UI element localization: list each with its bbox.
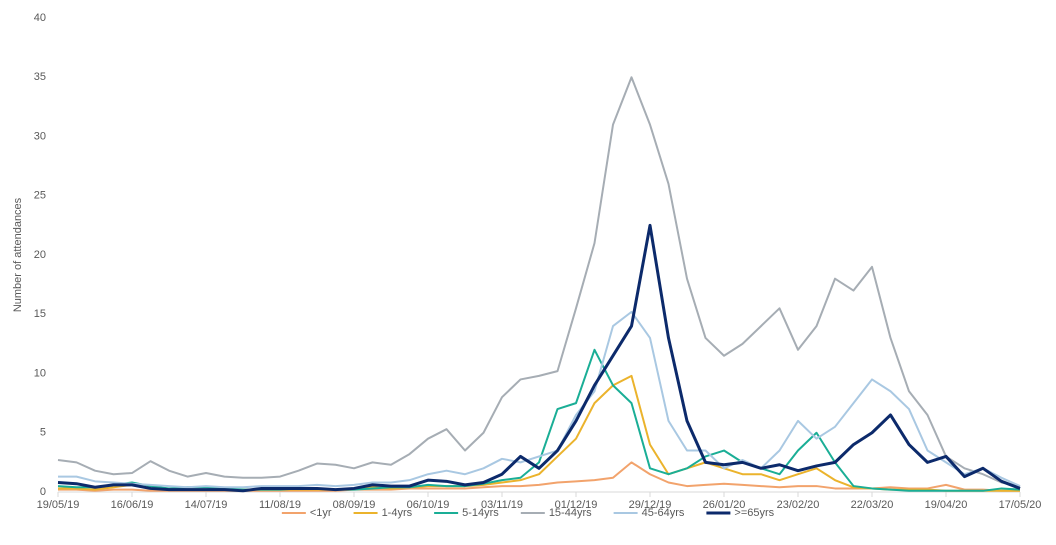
x-tick-label: 14/07/19 bbox=[185, 499, 228, 511]
legend-label: <1yr bbox=[310, 507, 332, 519]
series-line bbox=[57, 348, 1021, 492]
legend-label: >=65yrs bbox=[734, 507, 774, 519]
y-tick-label: 15 bbox=[34, 308, 46, 320]
x-tick-label: 23/02/20 bbox=[777, 499, 820, 511]
y-tick-label: 25 bbox=[34, 190, 46, 202]
x-tick-label: 26/01/20 bbox=[703, 499, 746, 511]
y-tick-label: 35 bbox=[34, 71, 46, 83]
x-tick-label: 17/05/20 bbox=[999, 499, 1042, 511]
legend-label: 15-44yrs bbox=[549, 507, 592, 519]
x-tick-label: 08/09/19 bbox=[333, 499, 376, 511]
legend-label: 5-14yrs bbox=[462, 507, 499, 519]
series-line bbox=[57, 223, 1021, 493]
y-axis-label: Number of attendances bbox=[12, 197, 24, 312]
legend: <1yr 1-4yrs 5-14yrs 15-44yrs 45-64yrs >=65yrs bbox=[281, 507, 775, 519]
y-tick-label: 20 bbox=[34, 249, 46, 261]
x-tick-label: 19/04/20 bbox=[925, 499, 968, 511]
y-tick-label: 0 bbox=[40, 486, 46, 498]
x-tick-label: 01/12/19 bbox=[555, 499, 598, 511]
legend-label: 45-64yrs bbox=[642, 507, 685, 519]
series-line bbox=[58, 310, 1021, 489]
x-tick-label: 22/03/20 bbox=[851, 499, 894, 511]
y-tick-label: 30 bbox=[34, 130, 46, 142]
legend-label: 1-4yrs bbox=[382, 507, 413, 519]
x-tick-label: 06/10/19 bbox=[407, 499, 450, 511]
x-tick-label: 11/08/19 bbox=[259, 499, 301, 511]
x-tick-label: 03/11/19 bbox=[481, 499, 523, 511]
x-tick-label: 16/06/19 bbox=[111, 499, 154, 511]
y-tick-label: 10 bbox=[34, 367, 46, 379]
y-tick-label: 5 bbox=[40, 427, 46, 439]
x-tick-label: 29/12/19 bbox=[629, 499, 672, 511]
series-line bbox=[57, 76, 1021, 488]
y-tick-label: 40 bbox=[34, 12, 46, 24]
x-tick-label: 19/05/19 bbox=[37, 499, 80, 511]
